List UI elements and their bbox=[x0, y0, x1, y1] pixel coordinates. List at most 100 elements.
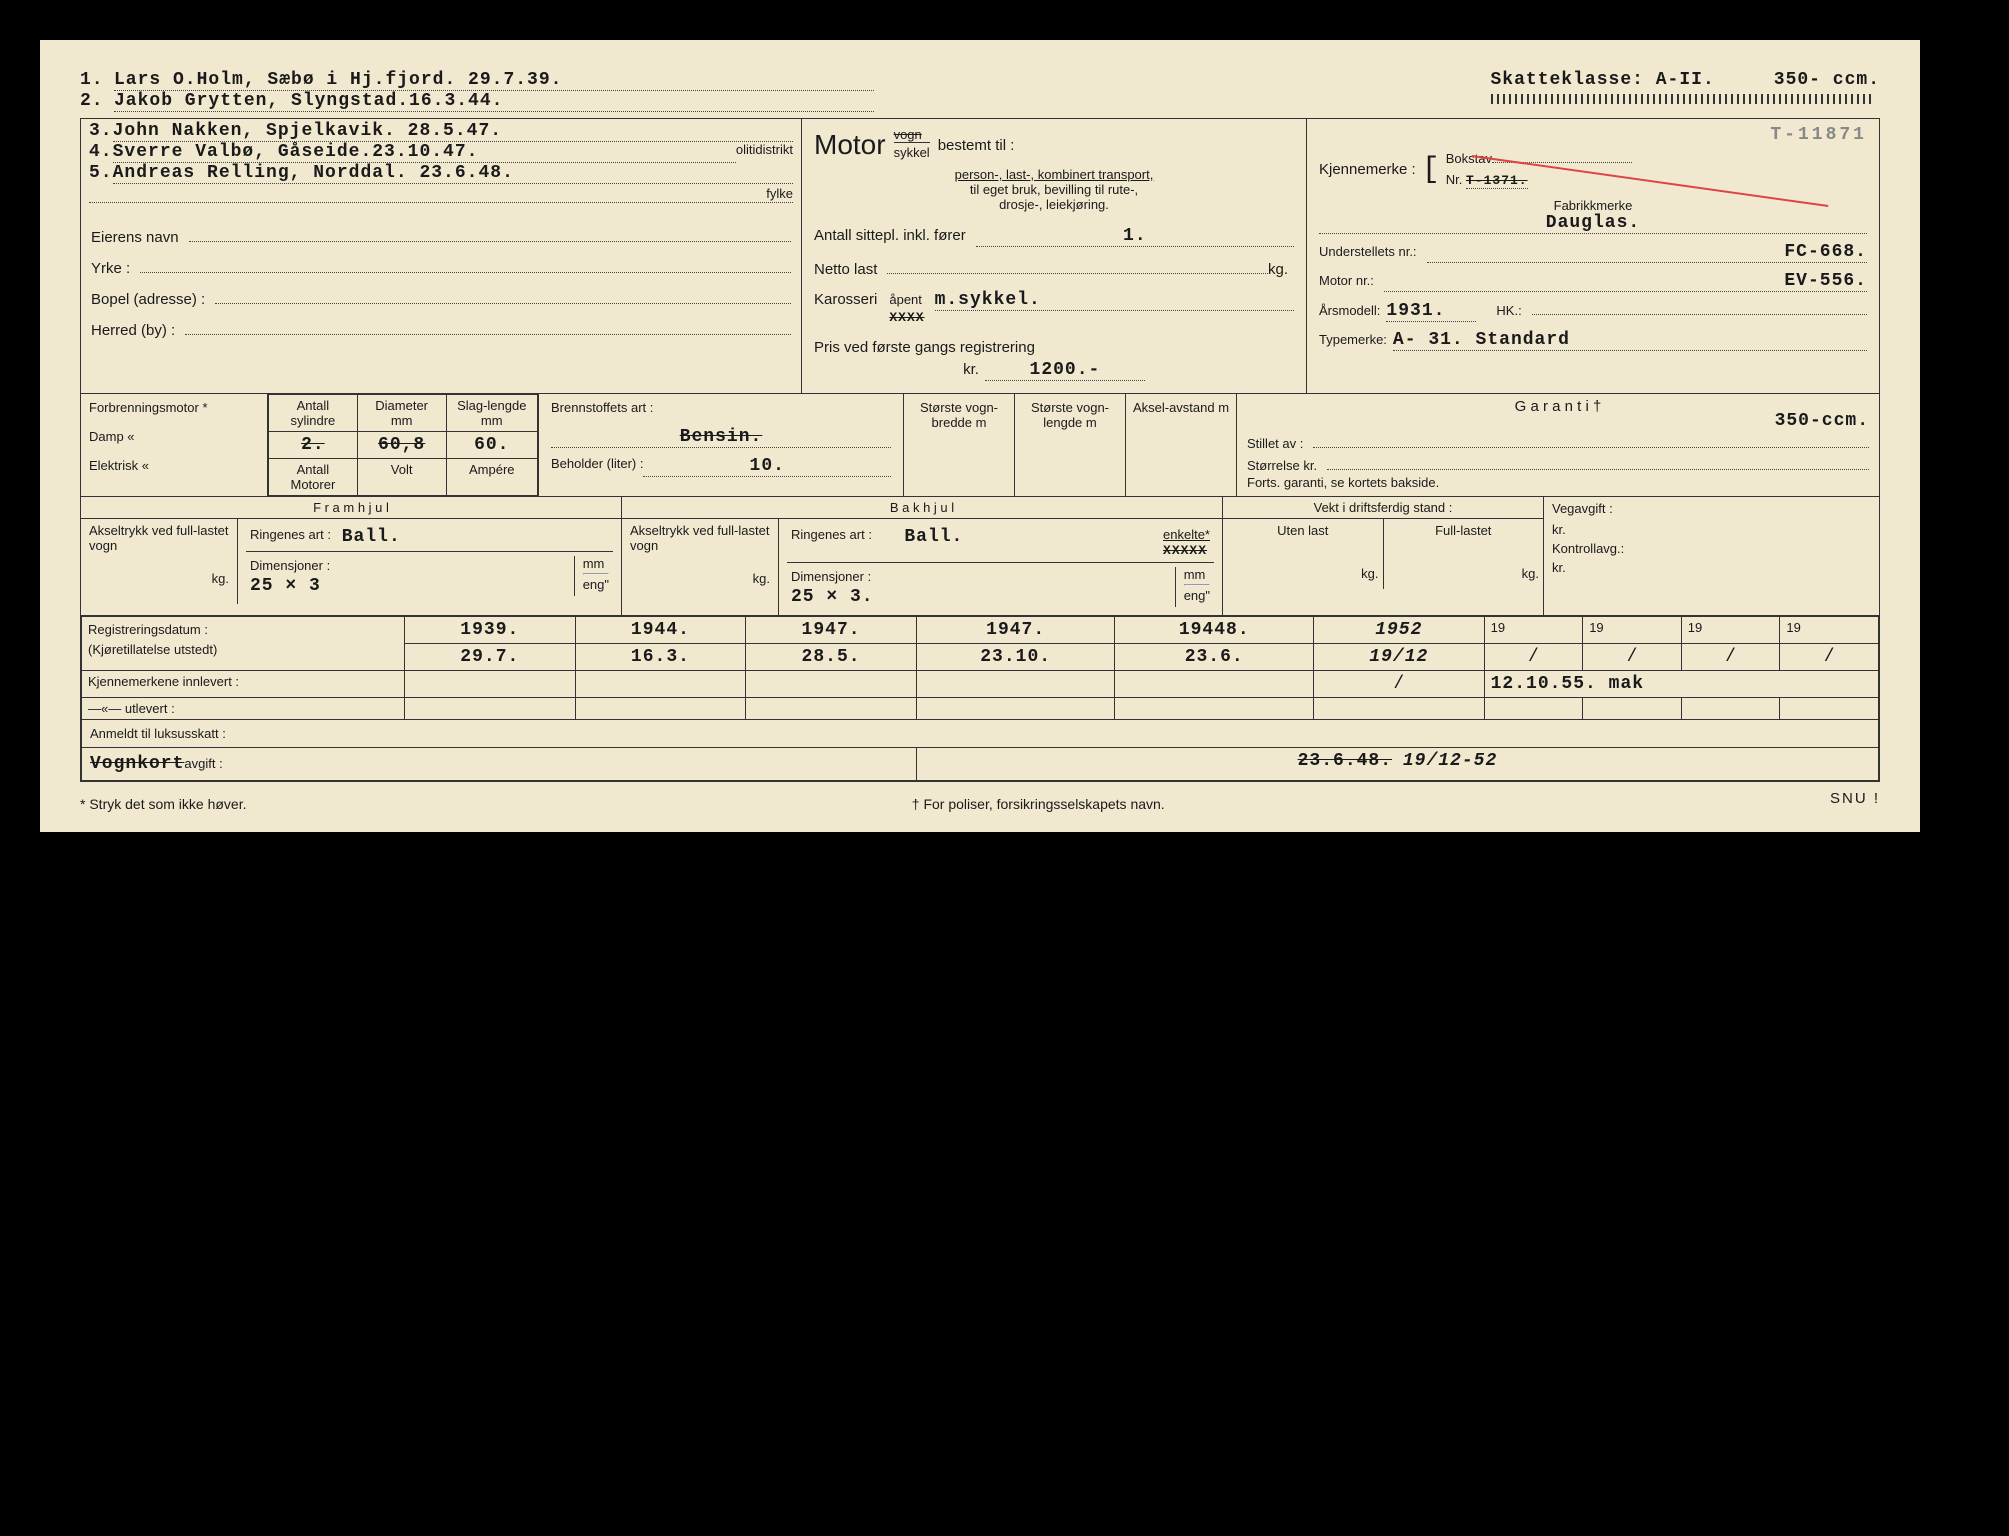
seats-value: 1. bbox=[976, 226, 1294, 247]
owner-text: Lars O.Holm, Sæbø i Hj.fjord. 29.7.39. bbox=[114, 70, 874, 91]
owners-list: 1.Lars O.Holm, Sæbø i Hj.fjord. 29.7.39.… bbox=[80, 70, 874, 112]
snu-label: SNU ! bbox=[1830, 790, 1880, 812]
tank-value: 10. bbox=[643, 456, 891, 477]
full-lastet-label: Full-lastet bbox=[1388, 523, 1540, 538]
price-value: 1200.- bbox=[985, 360, 1145, 381]
tank-label: Beholder (liter) : bbox=[551, 456, 643, 477]
cylinders-label: Antall sylindre bbox=[269, 395, 358, 432]
wheelbase-label: Aksel-avstand m bbox=[1125, 394, 1236, 496]
owner-text: John Nakken, Spjelkavik. 28.5.47. bbox=[113, 121, 793, 142]
nr-value: T-1371. bbox=[1466, 173, 1528, 189]
axle-load-label-rear: Akseltrykk ved full-lastet vogn bbox=[630, 523, 770, 553]
weight-title: Vekt i driftsferdig stand : bbox=[1223, 497, 1543, 519]
reg-date: / bbox=[1484, 644, 1583, 671]
registration-dates: Registreringsdatum : (Kjøretillatelse uts… bbox=[81, 615, 1879, 781]
politidistrikt-suffix: olitidistrikt bbox=[736, 142, 793, 163]
reg-year: 19 bbox=[1583, 617, 1682, 644]
diameter-value: 60,8 bbox=[357, 432, 446, 459]
combustion-label: Forbrenningsmotor * bbox=[89, 400, 259, 415]
kg-unit: kg. bbox=[1268, 261, 1288, 278]
owner-num: 2. bbox=[80, 91, 114, 112]
tax-value: A-II. bbox=[1656, 70, 1715, 90]
tire-type-label: Ringenes art : bbox=[250, 527, 331, 547]
fabrikkmerke-value: Dauglas. bbox=[1319, 213, 1867, 234]
kg-label: kg. bbox=[89, 571, 229, 586]
engine-row: Forbrenningsmotor * Damp « Elektrisk « A… bbox=[81, 393, 1879, 496]
dim-label: Dimensjoner : bbox=[250, 558, 330, 573]
chassis-value: FC-668. bbox=[1427, 242, 1867, 263]
type-value: A- 31. Standard bbox=[1393, 330, 1867, 351]
owner-num: 1. bbox=[80, 70, 114, 91]
kg-label-4: kg. bbox=[1388, 566, 1540, 581]
luxury-tax-label: Anmeldt til luksusskatt : bbox=[82, 720, 1879, 748]
apent-label: åpent bbox=[889, 292, 924, 307]
karosseri-value: m.sykkel. bbox=[935, 290, 1294, 311]
tax-class: Skatteklasse: A-II. 350- ccm. bbox=[1491, 70, 1881, 116]
plates-returned-label: Kjennemerkene innlevert : bbox=[82, 671, 405, 698]
eng-label: eng" bbox=[583, 577, 609, 592]
date-struck: 23.6.48. bbox=[1298, 751, 1392, 771]
plates-returned-value: 12.10.55. mak bbox=[1484, 671, 1878, 698]
reg-year: 19 bbox=[1681, 617, 1780, 644]
sykkel-label: sykkel bbox=[894, 145, 930, 160]
reg-year: 19 bbox=[1780, 617, 1879, 644]
usage-line-3: drosje-, leiekjøring. bbox=[814, 197, 1294, 212]
price-label: Pris ved første gangs registrering bbox=[814, 339, 1294, 356]
reg-date: 28.5. bbox=[746, 644, 917, 671]
occupation-label: Yrke : bbox=[91, 260, 130, 277]
kontrollavg-label: Kontrollavg.: bbox=[1552, 541, 1871, 556]
xxxx-struck: XXXX bbox=[889, 310, 924, 325]
old-registration: T-11871 bbox=[1319, 125, 1867, 145]
mm-label: mm bbox=[583, 556, 605, 571]
avgift-suffix: avgift : bbox=[184, 756, 222, 771]
dim-label-rear: Dimensjoner : bbox=[791, 569, 871, 584]
usage-line-2: til eget bruk, bevilling til rute-, bbox=[814, 182, 1294, 197]
reg-year: 19 bbox=[1484, 617, 1583, 644]
xxxxx-struck: XXXXX bbox=[1163, 543, 1207, 558]
hk-label: HK.: bbox=[1496, 303, 1521, 318]
reg-year: 19448. bbox=[1115, 617, 1314, 644]
right-column: T-11871 Kjennemerke : [ Bokstav Nr. T-13… bbox=[1306, 119, 1879, 393]
fuel-value: Bensin. bbox=[551, 427, 891, 448]
footnote-2: † For poliser, forsikringsselskapets nav… bbox=[912, 796, 1165, 812]
occupation-field bbox=[140, 258, 791, 273]
date-handwritten: 19/12-52 bbox=[1403, 751, 1497, 771]
stroke-label: Slag-lengde mm bbox=[446, 395, 537, 432]
kg-label-3: kg. bbox=[1227, 566, 1379, 581]
main-grid: 3.John Nakken, Spjelkavik. 28.5.47. 4.Sv… bbox=[80, 118, 1880, 782]
reg-date: 29.7. bbox=[405, 644, 576, 671]
reg-date: / bbox=[1681, 644, 1780, 671]
volt-label: Volt bbox=[357, 459, 446, 496]
tire-type-label-rear: Ringenes art : bbox=[791, 527, 872, 558]
karosseri-label: Karosseri bbox=[814, 291, 877, 308]
motorer-label: Motorer bbox=[290, 477, 335, 492]
netto-label: Netto last bbox=[814, 261, 877, 278]
cylinders-value: 2. bbox=[269, 432, 358, 459]
reg-date-sublabel: (Kjøretillatelse utstedt) bbox=[88, 642, 217, 657]
reg-date-label: Registreringsdatum : bbox=[88, 622, 208, 637]
vegavgift-label: Vegavgift : bbox=[1552, 501, 1871, 516]
year-value: 1931. bbox=[1386, 301, 1476, 322]
usage-line-1: person-, last-, kombinert transport, bbox=[814, 167, 1294, 182]
forts-note: Forts. garanti, se kortets bakside. bbox=[1247, 475, 1869, 490]
stillet-label: Stillet av : bbox=[1247, 436, 1303, 451]
cc-value: 350- ccm. bbox=[1774, 70, 1880, 90]
kg-label-2: kg. bbox=[630, 571, 770, 586]
storrelse-label: Størrelse kr. bbox=[1247, 458, 1317, 473]
fylke-label: fylke bbox=[766, 186, 793, 201]
vognkort-label: Vognkort bbox=[90, 754, 184, 774]
motor-title: Motor bbox=[814, 129, 886, 161]
stroke-value: 60. bbox=[446, 432, 537, 459]
dim-rear-value: 25 × 3. bbox=[791, 587, 874, 607]
reg-year: 1939. bbox=[405, 617, 576, 644]
front-wheel-title: F r a m h j u l bbox=[81, 497, 621, 519]
netto-field bbox=[887, 259, 1268, 274]
uten-last-label: Uten last bbox=[1227, 523, 1379, 538]
reg-date: / bbox=[1780, 644, 1879, 671]
district-field bbox=[185, 320, 791, 335]
registration-card: 1.Lars O.Holm, Sæbø i Hj.fjord. 29.7.39.… bbox=[40, 40, 1920, 832]
owner-num: 3. bbox=[89, 121, 113, 142]
tire-type-rear: Ball. bbox=[904, 527, 963, 558]
type-label: Typemerke: bbox=[1319, 332, 1387, 347]
address-label: Bopel (adresse) : bbox=[91, 291, 205, 308]
